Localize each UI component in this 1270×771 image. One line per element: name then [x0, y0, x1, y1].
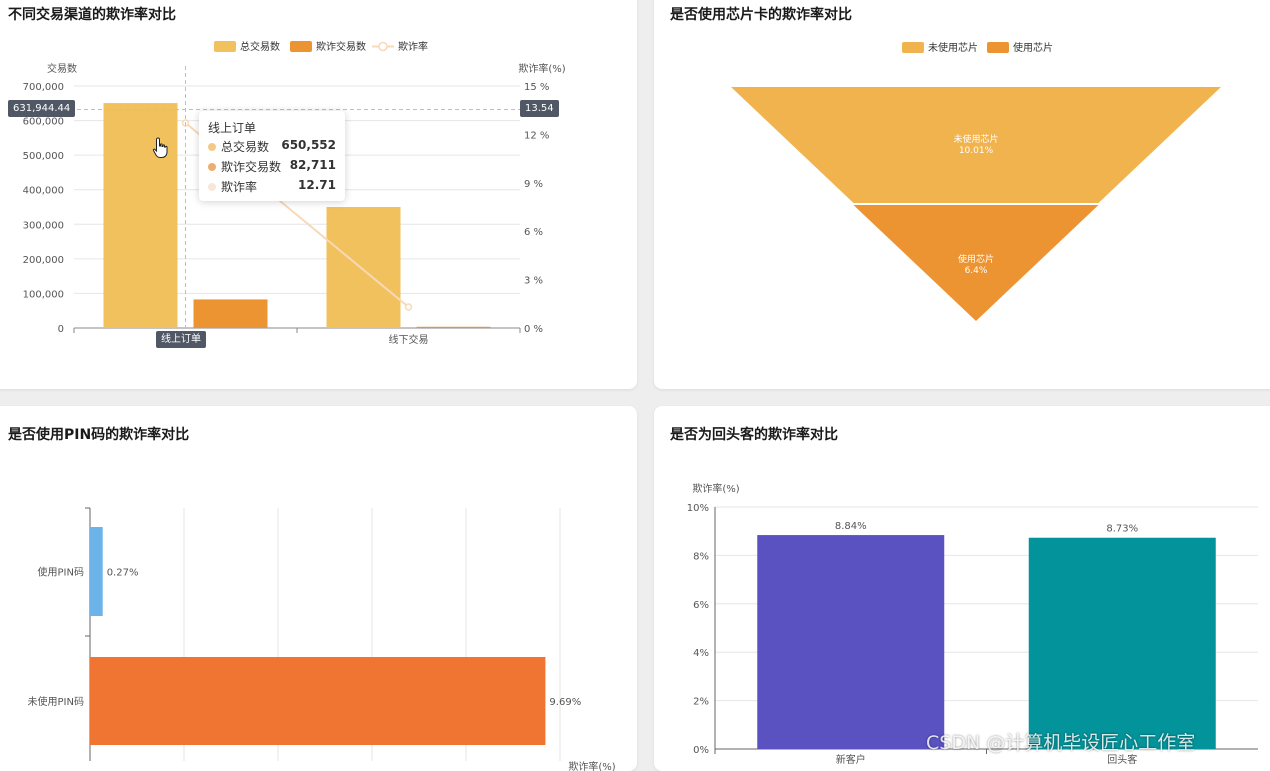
bar-回头客	[1028, 537, 1216, 749]
bar-新客户	[757, 535, 945, 749]
pin-chart-svg: 使用PIN码 0.27% 未使用PIN码 9.69% 欺诈率(%)	[28, 507, 616, 771]
funnel-slice-value: 6.4%	[965, 266, 988, 276]
chart-panel-returning: 是否为回头客的欺诈率对比 0% 2% 4% 6% 8% 10% 欺诈率(%) 8.84% 新客户…	[654, 406, 1270, 771]
x-axis-label: 欺诈率(%)	[568, 760, 615, 771]
legend-label: 欺诈交易数	[316, 40, 366, 53]
tooltip-row: 总交易数 650,552	[208, 138, 336, 156]
legend-swatch-point	[378, 41, 388, 52]
y-left-tick-label: 600,000	[23, 117, 64, 128]
tooltip-dot-0	[208, 143, 216, 151]
tooltip-value: 650,552	[281, 138, 336, 152]
y-tick-label: 使用PIN码	[38, 566, 84, 579]
crosshair-right-value: 13.54	[520, 100, 559, 117]
bar-value-label: 8.84%	[835, 521, 867, 532]
hand-pointer-icon	[152, 137, 168, 158]
bar-value-label: 9.69%	[549, 697, 581, 708]
tooltip-row: 欺诈交易数 82,711	[208, 158, 336, 176]
channel-chart-svg: 0 100,000 200,000 300,000 400,000 500,000 600,…	[14, 40, 566, 346]
tooltip-value: 12.71	[298, 178, 336, 192]
crosshair-left-value: 631,944.44	[8, 100, 76, 117]
y-left-tick-label: 0	[58, 324, 64, 335]
funnel-slice-name: 未使用芯片	[953, 133, 998, 145]
tooltip-title: 线上订单	[208, 121, 257, 135]
y-left-tick-label: 200,000	[23, 255, 64, 266]
legend-swatch	[214, 41, 236, 52]
legend-swatch	[987, 42, 1009, 53]
bar-value-label: 0.27%	[107, 568, 139, 579]
chart-title-pin: 是否使用PIN码的欺诈率对比	[8, 427, 190, 443]
funnel-slice-未使用芯片	[731, 87, 1221, 203]
line-point	[404, 303, 413, 311]
chart-panel-pin: 是否使用PIN码的欺诈率对比 使用PIN码 0.27% 未使用PIN码 9.69% 欺诈…	[0, 406, 637, 771]
tooltip-name: 欺诈交易数	[221, 160, 282, 174]
chart-tooltip: 线上订单 总交易数 650,552 欺诈交易数 82,711 欺诈率 12.71	[199, 111, 345, 201]
chart-title-chip: 是否使用芯片卡的欺诈率对比	[670, 7, 852, 23]
legend-label: 总交易数	[240, 40, 280, 53]
y-right-tick-label: 9 %	[524, 179, 543, 190]
y-left-axis-label: 交易数	[47, 62, 77, 75]
bar-value-label: 8.73%	[1106, 524, 1138, 535]
y-right-tick-label: 0 %	[524, 324, 543, 335]
bar-欺诈交易数	[193, 299, 268, 328]
legend-label: 欺诈率	[398, 40, 428, 53]
legend-label: 未使用芯片	[928, 41, 978, 54]
y-axis-label: 欺诈率(%)	[692, 482, 739, 495]
y-left-tick-label: 300,000	[23, 220, 64, 231]
x-tick-label: 线下交易	[389, 333, 429, 346]
x-tick-label: 新客户	[836, 753, 866, 766]
funnel-slice-name: 使用芯片	[958, 253, 994, 265]
y-left-tick-label: 400,000	[23, 186, 64, 197]
y-right-tick-label: 15 %	[524, 82, 549, 93]
chart-title-channel: 不同交易渠道的欺诈率对比	[8, 7, 176, 23]
tooltip-name: 总交易数	[221, 140, 270, 154]
tooltip-dot-2	[208, 183, 216, 191]
y-tick-label: 8%	[693, 551, 709, 562]
y-right-axis-label: 欺诈率(%)	[518, 62, 565, 75]
y-left-tick-label: 100,000	[23, 289, 64, 300]
y-left-tick-label: 700,000	[23, 82, 64, 93]
bar-欺诈交易数	[416, 326, 491, 328]
chart-panel-chip: 是否使用芯片卡的欺诈率对比 未使用芯片 10.01% 使用芯片 6.4% 未使用芯片 使用…	[654, 0, 1270, 389]
y-tick-label: 4%	[693, 648, 709, 659]
active-category-badge: 线上订单	[156, 331, 206, 348]
bar-使用PIN码	[90, 527, 103, 616]
chart-panel-channel: 不同交易渠道的欺诈率对比 0 100,000 200,000 300,000 400,0…	[0, 0, 637, 389]
legend-swatch	[290, 41, 312, 52]
y-tick-label: 0%	[693, 745, 709, 756]
bar-总交易数	[103, 103, 178, 328]
y-right-tick-label: 3 %	[524, 276, 543, 287]
y-tick-label: 10%	[687, 503, 709, 514]
y-left-tick-label: 500,000	[23, 151, 64, 162]
funnel-slice-value: 10.01%	[959, 146, 994, 156]
y-tick-label: 2%	[693, 697, 709, 708]
bar-总交易数	[326, 207, 401, 328]
bar-未使用PIN码	[90, 657, 546, 745]
tooltip-dot-1	[208, 163, 216, 171]
tooltip-value: 82,711	[289, 158, 336, 172]
funnel-slice-使用芯片	[853, 205, 1099, 321]
tooltip-name: 欺诈率	[221, 180, 258, 194]
y-tick-label: 未使用PIN码	[28, 695, 84, 708]
watermark-text: CSDN @计算机毕设匠心工作室	[926, 732, 1196, 754]
y-right-tick-label: 12 %	[524, 130, 549, 141]
y-tick-label: 6%	[693, 600, 709, 611]
legend-label: 使用芯片	[1013, 41, 1053, 54]
chart-title-returning: 是否为回头客的欺诈率对比	[670, 427, 838, 443]
legend-swatch	[902, 42, 924, 53]
y-right-tick-label: 6 %	[524, 227, 543, 238]
tooltip-row: 欺诈率 12.71	[208, 178, 336, 196]
